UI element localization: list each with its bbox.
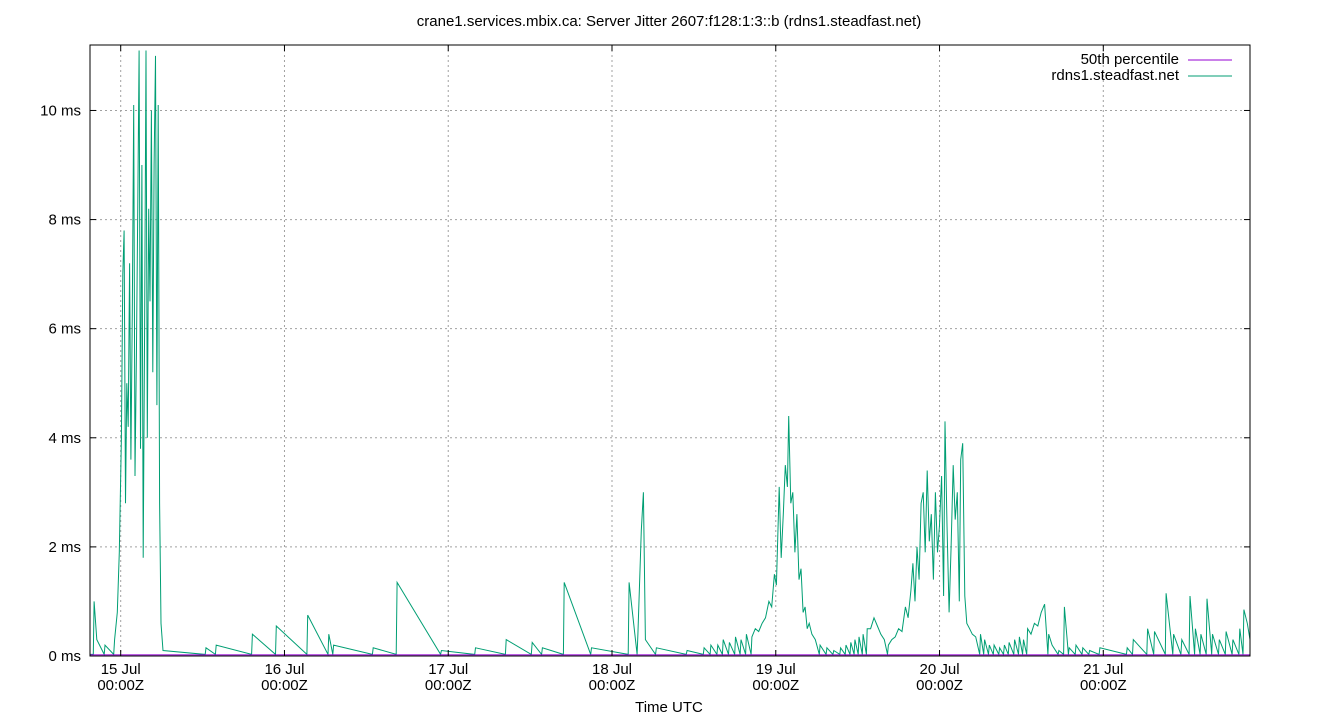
x-tick-label-date: 17 Jul [428, 661, 468, 678]
x-tick-label-date: 19 Jul [756, 661, 796, 678]
y-tick-label: 0 ms [48, 648, 81, 665]
x-tick-label-time: 00:00Z [425, 677, 472, 694]
x-tick-label-time: 00:00Z [589, 677, 636, 694]
x-tick-label-date: 16 Jul [264, 661, 304, 678]
x-axis-label: Time UTC [635, 699, 703, 716]
series-line-rdns1 [90, 50, 1251, 657]
grid-lines [90, 45, 1250, 656]
y-tick-label: 4 ms [48, 430, 81, 447]
x-tick-label-time: 00:00Z [916, 677, 963, 694]
x-tick-label-time: 00:00Z [97, 677, 144, 694]
series-lines [90, 50, 1251, 657]
y-tick-label: 2 ms [48, 539, 81, 556]
y-tick-label: 6 ms [48, 321, 81, 338]
x-tick-label-date: 15 Jul [101, 661, 141, 678]
x-tick-label-date: 21 Jul [1083, 661, 1123, 678]
chart-title: crane1.services.mbix.ca: Server Jitter 2… [417, 13, 921, 30]
y-tick-label: 10 ms [40, 102, 81, 119]
x-tick-label-time: 00:00Z [261, 677, 308, 694]
y-tick-label: 8 ms [48, 212, 81, 229]
x-tick-label-date: 20 Jul [920, 661, 960, 678]
plot-frame [89, 44, 1251, 657]
x-tick-label-time: 00:00Z [752, 677, 799, 694]
x-tick-label-date: 18 Jul [592, 661, 632, 678]
x-tick-label-time: 00:00Z [1080, 677, 1127, 694]
legend-label: 50th percentile [1081, 51, 1179, 68]
y-axis-ticks: 0 ms 2 ms 4 ms 6 ms 8 ms 10 ms [40, 102, 1250, 665]
legend-label: rdns1.steadfast.net [1051, 67, 1179, 84]
